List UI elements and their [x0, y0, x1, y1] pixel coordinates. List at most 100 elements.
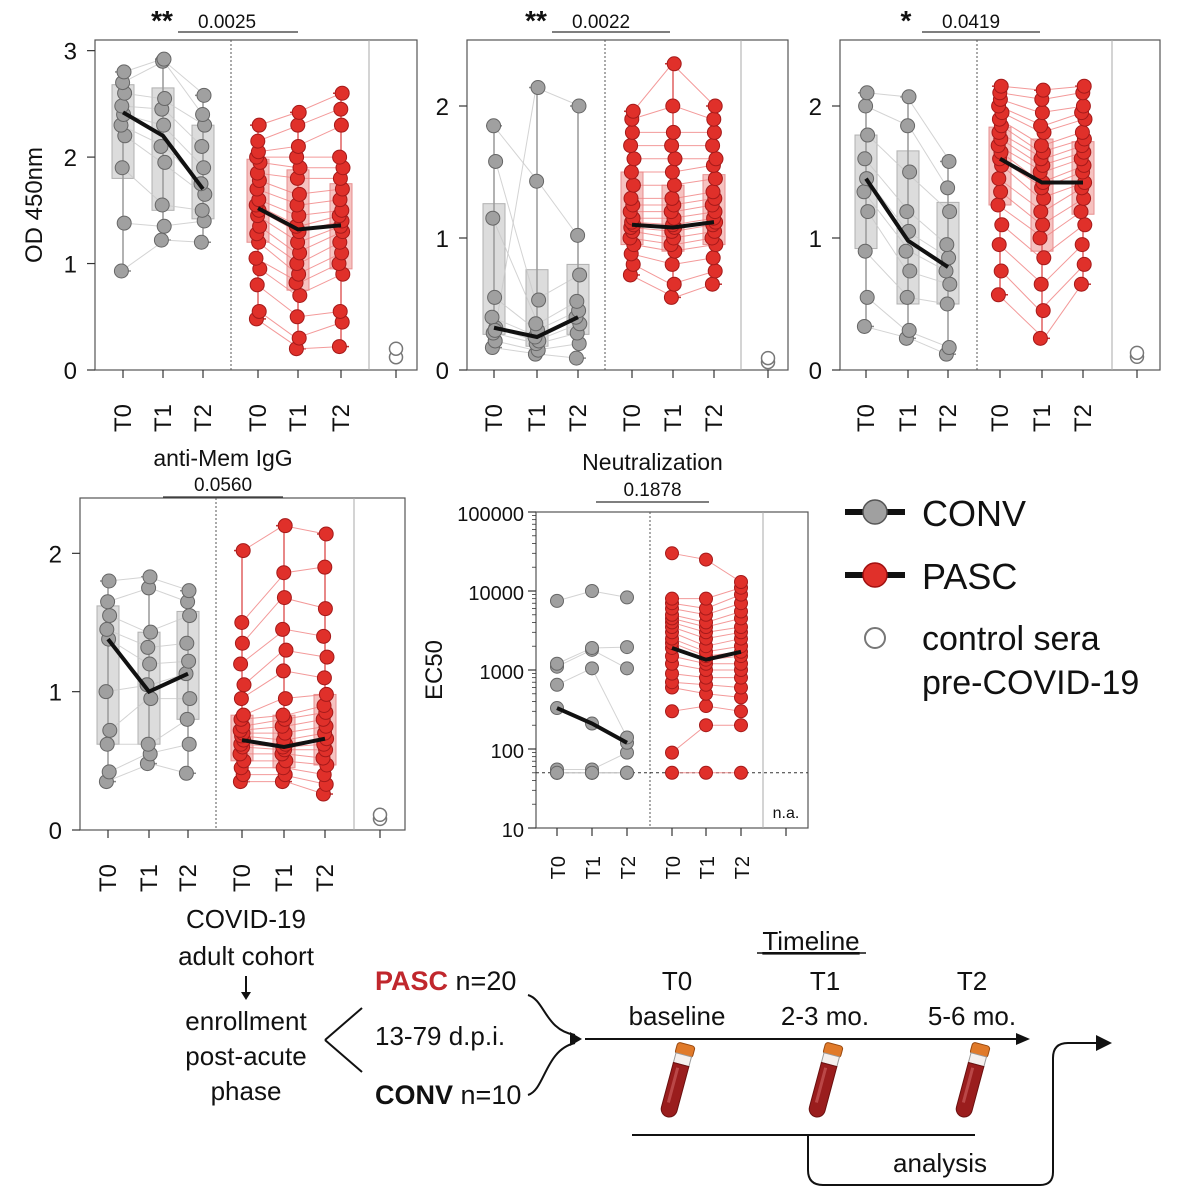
p-value-label: 0.0419	[942, 12, 1000, 33]
conv-data-point	[901, 89, 917, 105]
pasc-data-point	[990, 197, 1006, 213]
conv-data-point	[942, 276, 958, 292]
pasc-data-point	[624, 124, 640, 140]
pasc-data-point	[1075, 98, 1091, 114]
legend-control-label-2: pre-COVID-19	[922, 664, 1139, 702]
y-tick-label: 2	[809, 94, 822, 121]
conv-data-point	[156, 117, 172, 133]
pasc-data-point	[233, 656, 249, 672]
y-tick-label: 0	[436, 358, 449, 385]
pasc-data-point	[1032, 230, 1048, 246]
cohort-arrow-head	[241, 992, 251, 1000]
pasc-data-point	[331, 339, 347, 355]
conv-data-point	[550, 593, 564, 608]
conv-data-point	[856, 184, 872, 200]
pasc-median-line	[257, 206, 342, 232]
pasc-data-point	[1034, 105, 1050, 121]
pasc-data-point	[236, 677, 252, 693]
legend-conv-marker	[862, 499, 888, 525]
conv-data-point	[620, 661, 634, 676]
pasc-data-point	[1035, 303, 1051, 319]
y-tick-label: 1	[809, 226, 822, 253]
conv-data-point	[114, 98, 130, 114]
x-tick-label: T0	[619, 404, 646, 432]
panel-anti-mem-igg: 0 1 2 anti-Mem IgG 0.0560 T0 T1 T2 T0 T1 T2	[49, 445, 406, 892]
panel-neutralization: 10 100 1000 10000 100000 EC50 Neutralization 0.…	[421, 449, 809, 879]
pasc-data-point	[317, 601, 333, 617]
pasc-data-point	[334, 85, 350, 101]
conv-data-point	[182, 608, 198, 624]
conv-data-point	[900, 118, 916, 134]
conv-data-point	[485, 210, 501, 226]
timeline-arrow-head	[1016, 1033, 1030, 1045]
pasc-data-point	[249, 277, 265, 293]
conv-data-point	[620, 590, 634, 605]
p-value-label: 0.1878	[623, 480, 681, 501]
pasc-data-point	[699, 591, 713, 606]
y-tick-label: 10000	[468, 583, 524, 605]
plot-frame	[94, 39, 418, 371]
panel-od-t0-t1-t2-b: 0 1 2 ** 0.0022 T0 T1 T2 T0 T1 T2	[436, 5, 789, 432]
enroll-label-1: enrollment	[185, 1006, 307, 1036]
conv-data-point	[620, 640, 634, 655]
pasc-data-point	[1076, 78, 1092, 94]
pasc-data-point	[276, 565, 292, 581]
pasc-data-point	[706, 124, 722, 140]
y-tick-label: 0	[64, 358, 77, 385]
conv-data-point	[142, 569, 158, 585]
pasc-data-point	[333, 101, 349, 117]
pasc-data-point	[1074, 237, 1090, 253]
p-value-label: 0.0022	[572, 12, 630, 33]
pasc-data-point	[275, 707, 291, 723]
y-tick-label: 3	[64, 39, 77, 66]
conv-data-point	[153, 138, 169, 154]
conv-data-point	[179, 711, 195, 727]
pasc-data-point	[1073, 204, 1089, 220]
significance-stars: **	[151, 5, 173, 36]
conv-data-point	[941, 153, 957, 169]
legend-control-marker	[864, 627, 886, 649]
pasc-data-point	[316, 670, 332, 686]
conv-data-point	[530, 80, 546, 96]
conv-data-point	[195, 107, 211, 123]
timeline-t0-sub: baseline	[629, 1001, 726, 1031]
pasc-data-point	[665, 546, 679, 561]
y-tick-label: 2	[64, 145, 77, 172]
pasc-data-point	[1035, 217, 1051, 233]
study-schematic: COVID-19 adult cohort enrollment post-ac…	[178, 904, 1112, 1186]
conv-data-point	[941, 340, 957, 356]
x-tick-label: T0	[987, 404, 1014, 432]
conv-data-point	[99, 621, 115, 637]
pasc-data-point	[333, 117, 349, 133]
y-tick-label: 2	[436, 94, 449, 121]
x-tick-label: T1	[150, 404, 177, 432]
x-tick-label: T1	[895, 404, 922, 432]
legend-pasc-label: PASC	[922, 556, 1017, 597]
x-tick-label: T0	[853, 404, 880, 432]
conv-data-point	[181, 653, 197, 669]
timeline-t2: T2	[957, 966, 987, 996]
conv-data-point	[860, 204, 876, 220]
conv-data-point	[857, 151, 873, 167]
pasc-data-point	[625, 103, 641, 119]
conv-data-point	[531, 292, 547, 308]
pasc-data-point	[1033, 118, 1049, 134]
pasc-data-point	[623, 164, 639, 180]
pasc-data-point	[734, 574, 748, 589]
conv-data-point	[528, 316, 544, 332]
conv-data-point	[939, 296, 955, 312]
legend: CONV PASC control sera pre-COVID-19	[845, 493, 1139, 702]
pasc-data-point	[705, 250, 721, 266]
conv-data-point	[856, 318, 872, 334]
x-tick-label: T0	[548, 856, 570, 879]
pasc-data-point	[707, 171, 723, 187]
pasc-data-point	[699, 718, 713, 733]
pasc-data-point	[1033, 138, 1049, 154]
conv-data-point	[182, 691, 198, 707]
pasc-median-line	[999, 157, 1083, 185]
pasc-data-point	[1033, 204, 1049, 220]
conv-data-point	[116, 215, 132, 231]
conv-data-point	[860, 127, 876, 143]
conv-data-point	[940, 180, 956, 196]
pasc-data-point	[1033, 276, 1049, 292]
